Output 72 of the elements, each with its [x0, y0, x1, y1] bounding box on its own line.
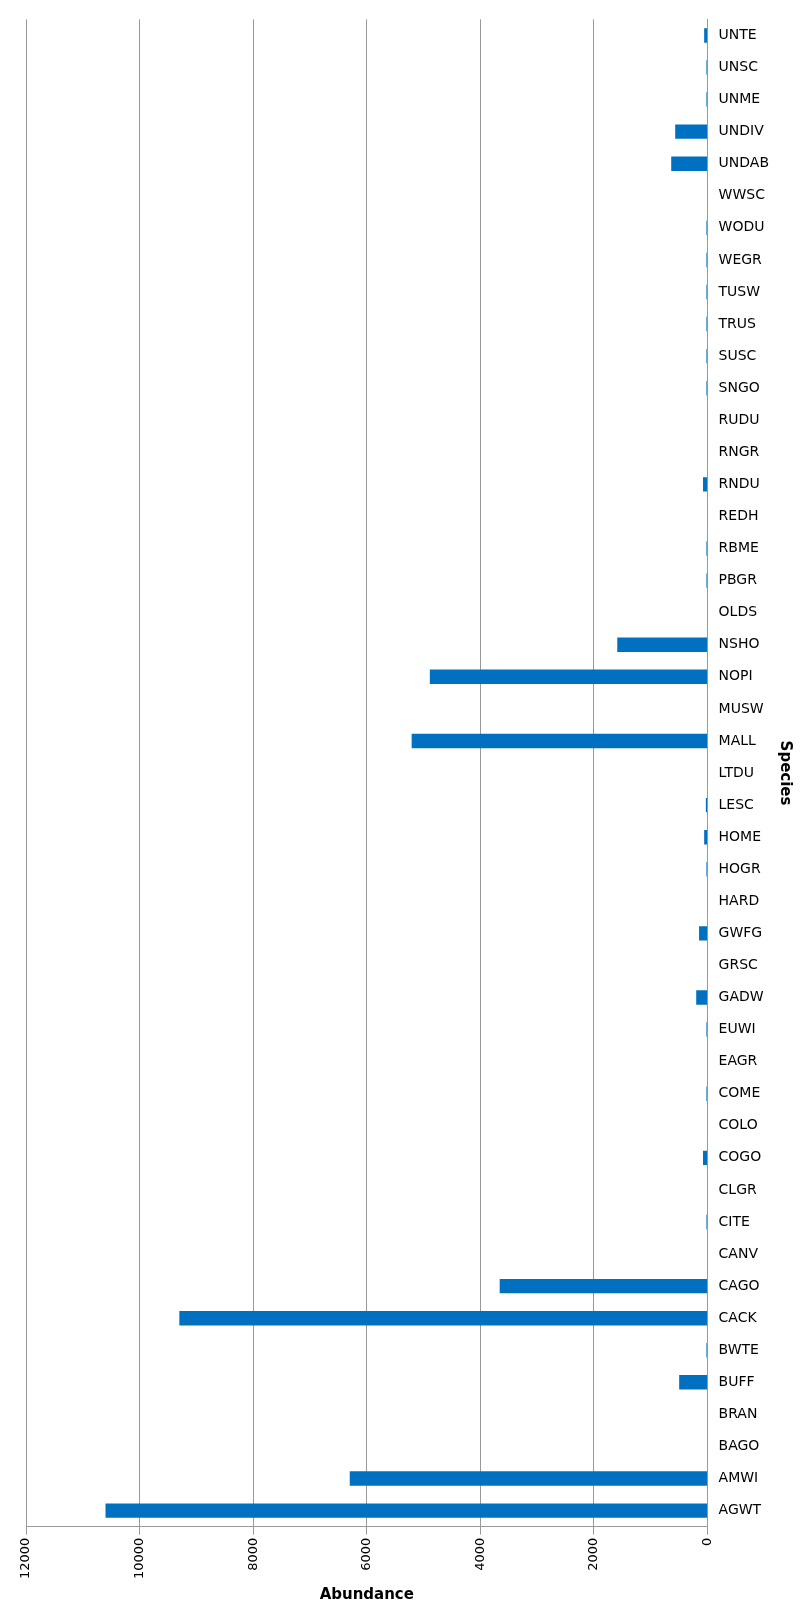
y-tick-label: CITE [718, 1212, 750, 1229]
y-tick-label: GRSC [718, 956, 759, 973]
bar [699, 926, 708, 941]
x-tick-label: 4000 [471, 1537, 487, 1571]
bar [429, 669, 708, 685]
bar [105, 1503, 708, 1518]
y-tick-label: OLDS [718, 603, 758, 620]
y-tick-label: LTDU [718, 763, 755, 780]
x-tick-label: 12000 [17, 1537, 33, 1579]
x-tick-label: 2000 [585, 1537, 601, 1571]
bar [671, 156, 708, 171]
y-tick-label: BWTE [718, 1340, 759, 1357]
y-tick-label: COLO [718, 1116, 758, 1133]
y-tick-label: RNGR [718, 442, 760, 459]
y-tick-label: BAGO [718, 1437, 760, 1454]
y-tick-label: MUSW [718, 699, 764, 716]
y-tick-label: COME [718, 1084, 761, 1101]
y-tick-label: CAGO [718, 1276, 760, 1293]
y-tick-label: TRUS [717, 314, 757, 331]
y-tick-label: MALL [718, 731, 757, 748]
x-tick-label: 10000 [130, 1537, 146, 1579]
bar [704, 28, 708, 43]
y-tick-label: BUFF [718, 1372, 755, 1389]
y-tick-label: EAGR [718, 1052, 758, 1069]
y-tick-label: UNSC [718, 58, 759, 75]
x-tick-label: 8000 [244, 1537, 260, 1571]
y-tick-label: HARD [718, 891, 760, 908]
y-tick-label: GWFG [718, 924, 763, 941]
bar [179, 1310, 708, 1326]
y-tick-label: NOPI [718, 667, 753, 684]
y-tick-label: BRAN [718, 1405, 758, 1422]
bar [411, 733, 708, 749]
bar [696, 990, 708, 1005]
y-tick-label: WODU [718, 218, 765, 235]
y-tick-label: RUDU [718, 410, 760, 427]
y-tick-label: SNGO [718, 378, 760, 395]
bar [675, 124, 708, 139]
y-tick-label: SUSC [718, 346, 757, 363]
y-tick-label: NSHO [718, 635, 760, 652]
y-tick-label: UNTE [718, 26, 757, 43]
y-tick-label: EUWI [718, 1020, 756, 1037]
bar [703, 1150, 708, 1166]
y-tick-label: WEGR [718, 250, 763, 267]
x-tick-label: 0 [698, 1537, 714, 1546]
bar [617, 637, 708, 652]
y-tick-label: COGO [718, 1148, 762, 1165]
y-tick-label: HOGR [718, 859, 761, 876]
y-tick-label: CANV [718, 1244, 759, 1261]
bar [499, 1278, 708, 1294]
x-axis-title: Abundance [319, 1584, 414, 1603]
y-tick-label: CLGR [718, 1180, 757, 1197]
y-tick-label: HOME [718, 827, 762, 844]
y-tick-label: CACK [718, 1308, 758, 1325]
y-tick-label: WWSC [718, 186, 766, 203]
y-tick-label: TUSW [717, 282, 761, 299]
y-tick-label: AGWT [718, 1501, 762, 1518]
bar [679, 1375, 708, 1390]
y-tick-label: UNME [718, 90, 761, 107]
y-tick-label: LESC [718, 795, 755, 812]
y-tick-label: UNDAB [718, 154, 769, 171]
y-tick-label: REDH [718, 507, 759, 524]
bar [704, 829, 708, 845]
x-tick-label: 6000 [358, 1537, 374, 1571]
y-tick-label: RNDU [718, 475, 760, 492]
y-tick-label: RBME [718, 539, 759, 556]
bar [349, 1471, 708, 1486]
y-tick-label: UNDIV [718, 122, 765, 139]
y-tick-label: AMWI [718, 1469, 759, 1486]
y-tick-label: GADW [718, 988, 764, 1005]
y-axis-title: Species [777, 740, 796, 806]
y-tick-label: PBGR [718, 571, 758, 588]
bar [703, 477, 708, 492]
